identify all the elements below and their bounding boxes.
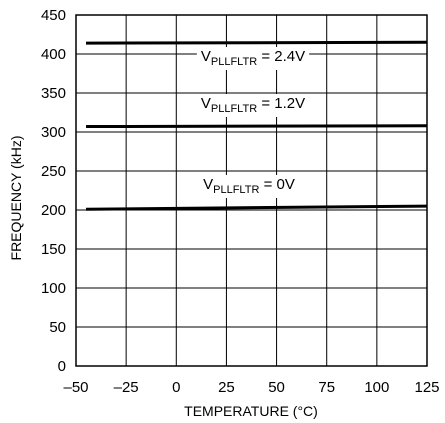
series-line-2 <box>86 124 428 129</box>
series-label-background <box>196 94 310 117</box>
x-tick-label: –50 <box>63 379 88 396</box>
y-tick-label: 200 <box>41 202 66 219</box>
series-label-value: = 1.2V <box>257 95 305 112</box>
series-label-main: V <box>201 48 211 65</box>
y-tick-label: 450 <box>41 7 66 24</box>
y-tick-label: 50 <box>49 319 66 336</box>
series-label-value: = 0V <box>259 176 294 193</box>
y-tick-label: 400 <box>41 46 66 63</box>
tick-labels: –50 –25 0 25 50 75 100 125 0 50 100 150 200 250 300 350… <box>41 7 440 396</box>
series-label-value: = 2.4V <box>257 48 305 65</box>
plot-border <box>75 14 428 367</box>
series-label-1: VPLLFLTR = 2.4V <box>196 47 310 70</box>
series-label-subscript: PLLFLTR <box>213 184 259 196</box>
plot-frame <box>75 14 428 367</box>
y-tick-label: 350 <box>41 85 66 102</box>
series-label-subscript: PLLFLTR <box>211 103 257 115</box>
y-tick-label: 300 <box>41 124 66 141</box>
series-label-main: V <box>203 176 213 193</box>
series-label-background <box>196 47 310 70</box>
x-tick-label: 125 <box>414 379 439 396</box>
series-label-text: VPLLFLTR = 0V <box>203 176 295 196</box>
x-tick-label: 25 <box>218 379 235 396</box>
y-tick-label: 150 <box>41 241 66 258</box>
x-tick-label: 0 <box>172 379 180 396</box>
series-label-subscript: PLLFLTR <box>211 56 257 68</box>
series-line-1 <box>86 40 428 45</box>
series-label-text: VPLLFLTR = 1.2V <box>201 95 305 115</box>
x-tick-label: 100 <box>364 379 389 396</box>
y-tick-label: 250 <box>41 163 66 180</box>
x-axis-title: TEMPERATURE (°C) <box>184 403 318 419</box>
series-label-text: VPLLFLTR = 2.4V <box>201 48 305 68</box>
x-tick-label: 75 <box>318 379 335 396</box>
series-line-3 <box>86 204 428 211</box>
y-tick-label: 100 <box>41 280 66 297</box>
series-label-3: VPLLFLTR = 0V <box>199 175 299 198</box>
series-lines <box>86 40 428 211</box>
y-tick-label: 0 <box>58 358 66 375</box>
x-tick-label: 50 <box>268 379 285 396</box>
x-tick-label: –25 <box>114 379 139 396</box>
series-label-main: V <box>201 95 211 112</box>
y-axis-title: FREQUENCY (kHz) <box>8 136 24 261</box>
series-label-background <box>199 175 299 198</box>
series-label-2: VPLLFLTR = 1.2V <box>196 94 310 117</box>
